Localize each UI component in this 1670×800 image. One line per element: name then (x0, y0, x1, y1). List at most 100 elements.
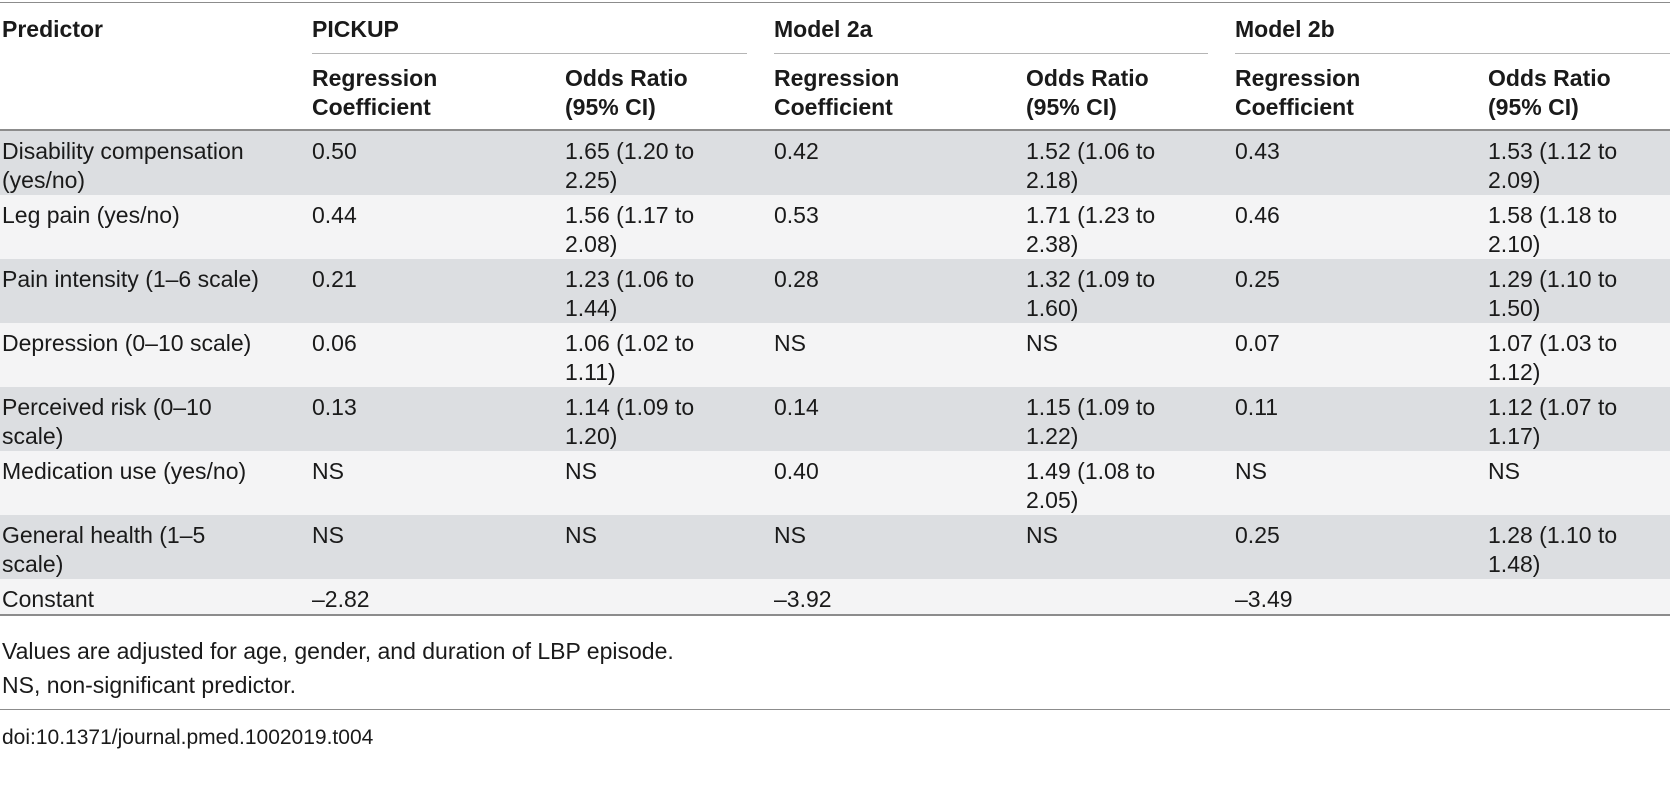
predictor-cell: Disability compensation (yes/no) (0, 130, 312, 195)
note-adjustment: Values are adjusted for age, gender, and… (2, 638, 674, 664)
cell-line: 0.25 (1235, 522, 1280, 548)
coefficient-cell: 0.46 (1235, 195, 1489, 259)
note-ns: NS, non-significant predictor. (2, 672, 297, 698)
cell-line: 0.46 (1235, 202, 1280, 228)
cell-line: 1.17) (1488, 423, 1541, 449)
header-sub-line: Coefficient (312, 94, 431, 120)
top-rule (0, 2, 1670, 3)
cell-line: –2.82 (312, 586, 370, 612)
header-sub-line: Coefficient (1235, 94, 1354, 120)
header-group-pickup: PICKUP (312, 2, 774, 54)
coefficient-cell: 0.07 (1235, 323, 1489, 387)
coefficient-cell: 0.50 (312, 130, 565, 195)
predictor-cell: Leg pain (yes/no) (0, 195, 312, 259)
odds-ratio-cell: NS (1026, 515, 1236, 579)
cell-line: 1.12) (1488, 359, 1541, 385)
table-row: Medication use (yes/no) NS NS 0.40 1.49 (1.0… (0, 451, 1670, 515)
table-row: Constant –2.82 –3.92 –3.49 (0, 579, 1670, 616)
cell-line: 1.11) (565, 359, 616, 385)
header-sub-line: Coefficient (774, 94, 893, 120)
cell-line: 0.40 (774, 458, 819, 484)
coefficient-cell: 0.53 (774, 195, 1026, 259)
cell-line: Pain intensity (1–6 scale) (2, 266, 259, 292)
table-notes: Values are adjusted for age, gender, and… (2, 634, 674, 702)
header-sub-line: Regression (774, 65, 900, 91)
cell-line: NS (1235, 458, 1267, 484)
odds-ratio-cell (565, 579, 774, 616)
cell-line: 1.65 (1.20 to (565, 138, 695, 164)
header-sub-line: Regression (312, 65, 438, 91)
cell-line: NS (312, 458, 344, 484)
cell-line: 1.48) (1488, 551, 1541, 577)
predictor-cell: Perceived risk (0–10 scale) (0, 387, 312, 451)
cell-line: 2.18) (1026, 167, 1079, 193)
results-table-container: Predictor PICKUP Model 2a Model 2b Regre… (0, 2, 1670, 616)
header-regression-coefficient: Regression Coefficient (312, 54, 565, 131)
coefficient-cell: –3.49 (1235, 579, 1489, 616)
odds-ratio-cell: 1.23 (1.06 to 1.44) (565, 259, 774, 323)
coefficient-cell: NS (774, 515, 1026, 579)
cell-line: 1.12 (1.07 to (1488, 394, 1618, 420)
coefficient-cell: 0.25 (1235, 259, 1489, 323)
cell-line: 0.42 (774, 138, 819, 164)
coefficient-cell: NS (774, 323, 1026, 387)
cell-line: 1.58 (1.18 to (1488, 202, 1618, 228)
header-sub-line: (95% CI) (565, 94, 656, 120)
cell-line: 1.52 (1.06 to (1026, 138, 1156, 164)
cell-line: –3.49 (1235, 586, 1293, 612)
table-body: Disability compensation (yes/no) 0.50 1.65 … (0, 130, 1670, 616)
cell-line: 0.43 (1235, 138, 1280, 164)
odds-ratio-cell: 1.52 (1.06 to 2.18) (1026, 130, 1236, 195)
odds-ratio-cell: 1.14 (1.09 to 1.20) (565, 387, 774, 451)
odds-ratio-cell: 1.29 (1.10 to 1.50) (1488, 259, 1670, 323)
odds-ratio-cell: NS (565, 451, 774, 515)
cell-line: Depression (0–10 scale) (2, 330, 252, 356)
header-group-row: Predictor PICKUP Model 2a Model 2b (0, 2, 1670, 54)
odds-ratio-cell: NS (565, 515, 774, 579)
footer-rule (0, 709, 1670, 710)
cell-line: 1.07 (1.03 to (1488, 330, 1618, 356)
coefficient-cell: 0.25 (1235, 515, 1489, 579)
cell-line: 0.53 (774, 202, 819, 228)
cell-line: NS (565, 522, 597, 548)
cell-line: 0.07 (1235, 330, 1280, 356)
cell-line: 2.09) (1488, 167, 1541, 193)
cell-line: 1.71 (1.23 to (1026, 202, 1156, 228)
coefficient-cell: –3.92 (774, 579, 1026, 616)
odds-ratio-cell: 1.49 (1.08 to 2.05) (1026, 451, 1236, 515)
cell-line: 1.06 (1.02 to (565, 330, 695, 356)
odds-ratio-cell: 1.65 (1.20 to 2.25) (565, 130, 774, 195)
predictor-cell: General health (1–5 scale) (0, 515, 312, 579)
table-row: Disability compensation (yes/no) 0.50 1.65 … (0, 130, 1670, 195)
cell-line: 2.05) (1026, 487, 1079, 513)
odds-ratio-cell: 1.71 (1.23 to 2.38) (1026, 195, 1236, 259)
cell-line: 1.22) (1026, 423, 1079, 449)
odds-ratio-cell: 1.32 (1.09 to 1.60) (1026, 259, 1236, 323)
cell-line: 1.32 (1.09 to (1026, 266, 1156, 292)
coefficient-cell: 0.40 (774, 451, 1026, 515)
coefficient-cell: 0.21 (312, 259, 565, 323)
predictor-cell: Constant (0, 579, 312, 616)
cell-line: 0.21 (312, 266, 357, 292)
header-sub-line: Odds Ratio (1488, 65, 1611, 91)
coefficient-cell: 0.44 (312, 195, 565, 259)
odds-ratio-cell: 1.07 (1.03 to 1.12) (1488, 323, 1670, 387)
cell-line: 1.50) (1488, 295, 1541, 321)
cell-line: 0.06 (312, 330, 357, 356)
header-regression-coefficient: Regression Coefficient (774, 54, 1026, 131)
header-sub-line: Odds Ratio (565, 65, 688, 91)
coefficient-cell: NS (312, 515, 565, 579)
predictor-cell: Pain intensity (1–6 scale) (0, 259, 312, 323)
doi-label: doi:10.1371/journal.pmed.1002019.t004 (2, 726, 374, 749)
cell-line: 0.25 (1235, 266, 1280, 292)
header-sub-line: Odds Ratio (1026, 65, 1149, 91)
header-sub-row: Regression Coefficient Odds Ratio (95% CI)… (0, 54, 1670, 131)
cell-line: 1.60) (1026, 295, 1079, 321)
header-group-model-2b: Model 2b (1235, 2, 1670, 54)
cell-line: 2.10) (1488, 231, 1541, 257)
cell-line: 1.44) (565, 295, 618, 321)
predictor-cell: Medication use (yes/no) (0, 451, 312, 515)
cell-line: 0.28 (774, 266, 819, 292)
cell-line: NS (1488, 458, 1520, 484)
predictor-cell: Depression (0–10 scale) (0, 323, 312, 387)
